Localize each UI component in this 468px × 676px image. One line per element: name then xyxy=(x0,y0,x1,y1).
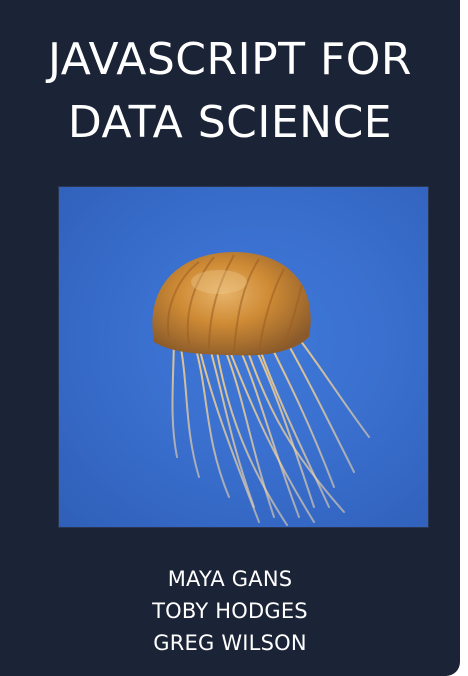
author-name: MAYA GANS xyxy=(167,567,293,591)
author-name: GREG WILSON xyxy=(153,631,307,655)
jellyfish-illustration xyxy=(152,252,370,526)
jellyfish-photo xyxy=(59,187,428,527)
author-name: TOBY HODGES xyxy=(152,599,308,623)
book-title-line-2: DATA SCIENCE xyxy=(67,97,393,148)
book-title-line-1: JAVASCRIPT FOR xyxy=(48,34,412,85)
